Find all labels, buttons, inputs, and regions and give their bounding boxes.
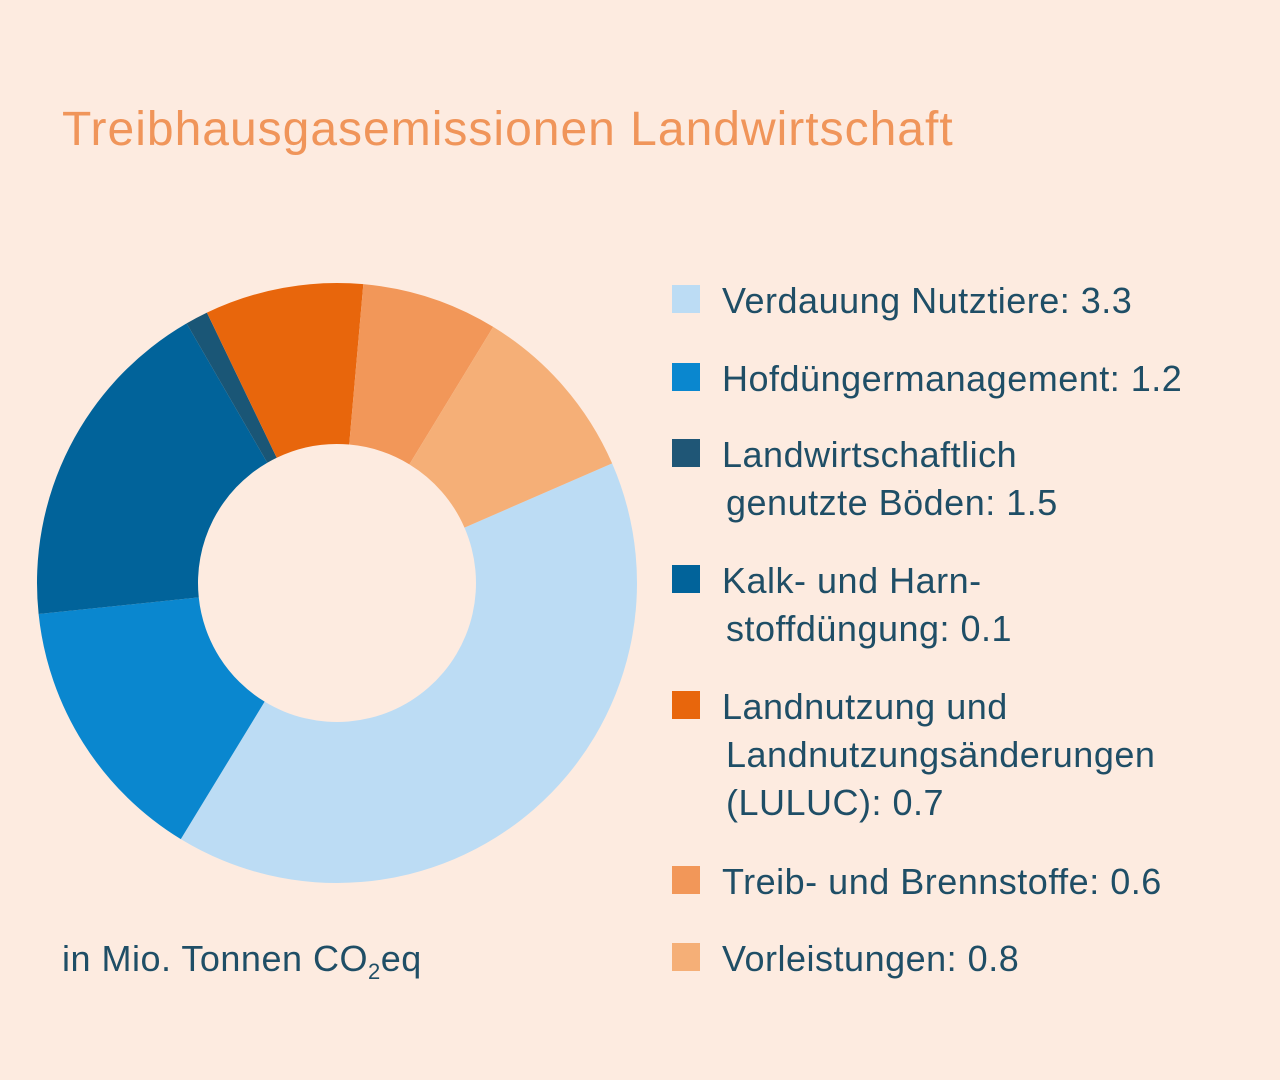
legend-label: Treib- und Brennstoffe: 0.6 [722, 858, 1162, 906]
legend-swatch [672, 866, 700, 894]
legend-label-line: Hofdüngermanagement: 1.2 [722, 358, 1183, 399]
legend-swatch [672, 943, 700, 971]
legend-label: Vorleistungen: 0.8 [722, 935, 1019, 983]
donut-slice [180, 463, 638, 884]
donut-slice [206, 283, 364, 458]
unit-subscript: 2 [368, 959, 381, 984]
donut-slice [38, 597, 265, 840]
legend-label-line: stoffdüngung: 0.1 [726, 608, 1013, 649]
donut-slice [186, 312, 277, 463]
legend-swatch [672, 691, 700, 719]
legend-label-line: Landwirtschaftlich [722, 434, 1018, 475]
legend-label-line: genutzte Böden: 1.5 [726, 482, 1058, 523]
legend-label-line: Treib- und Brennstoffe: 0.6 [722, 861, 1162, 902]
donut-slice [349, 284, 494, 465]
legend-label: Verdauung Nutztiere: 3.3 [722, 277, 1132, 325]
unit-prefix: in Mio. Tonnen CO [62, 938, 368, 979]
legend-swatch [672, 363, 700, 391]
legend-label-line: (LULUC): 0.7 [726, 782, 945, 823]
legend-swatch [672, 439, 700, 467]
legend-label: Landwirtschaftlich genutzte Böden: 1.5 [722, 431, 1058, 527]
donut-slice [37, 323, 268, 615]
unit-suffix: eq [380, 938, 422, 979]
legend-label: Hofdüngermanagement: 1.2 [722, 355, 1182, 403]
legend-label-line: Landnutzung und [722, 686, 1008, 727]
legend-label-line: Verdauung Nutztiere: 3.3 [722, 280, 1133, 321]
unit-label: in Mio. Tonnen CO2eq [62, 938, 422, 983]
chart-title: Treibhausgasemissionen Landwirtschaft [62, 103, 954, 156]
legend-label-line: Landnutzungsänderungen [726, 734, 1156, 775]
legend-label: Kalk- und Harn- stoffdüngung: 0.1 [722, 557, 1012, 653]
legend-swatch [672, 285, 700, 313]
legend-label-line: Kalk- und Harn- [722, 560, 982, 601]
donut-chart [37, 283, 638, 884]
legend-label: Landnutzung und Landnutzungsänderungen (… [722, 683, 1155, 827]
donut-slice [409, 326, 613, 528]
legend-swatch [672, 565, 700, 593]
legend-label-line: Vorleistungen: 0.8 [722, 938, 1020, 979]
